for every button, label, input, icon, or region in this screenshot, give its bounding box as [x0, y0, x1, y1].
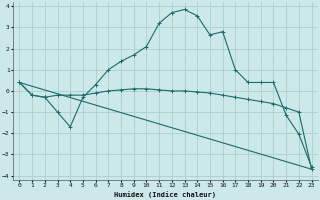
X-axis label: Humidex (Indice chaleur): Humidex (Indice chaleur) [115, 191, 217, 198]
